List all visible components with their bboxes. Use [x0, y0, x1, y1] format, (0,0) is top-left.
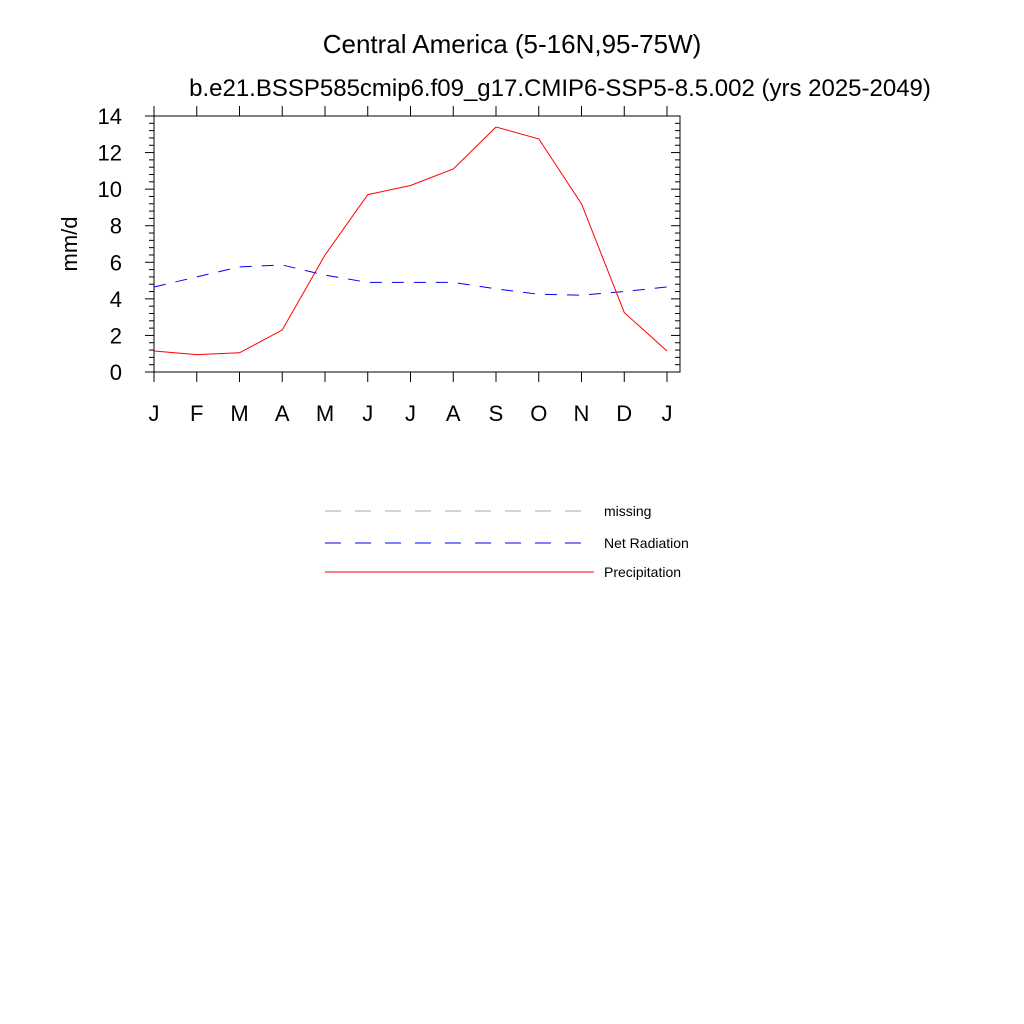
x-tick-label: D	[616, 401, 632, 426]
chart-title: Central America (5-16N,95-75W)	[323, 29, 702, 59]
x-tick-label: J	[405, 401, 416, 426]
x-tick-label: S	[489, 401, 504, 426]
series-line-net-radiation	[153, 264, 668, 296]
y-tick-label: 14	[98, 104, 122, 129]
y-tick-label: 4	[110, 287, 122, 312]
legend-label-net-radiation: Net Radiation	[604, 535, 689, 551]
legend-label-precipitation: Precipitation	[604, 564, 681, 580]
x-tick-label: J	[362, 401, 373, 426]
y-axis-label: mm/d	[57, 217, 82, 272]
x-tick-label: M	[316, 401, 334, 426]
x-tick-label: J	[149, 401, 160, 426]
plot-frame	[153, 115, 681, 373]
y-tick-label: 0	[110, 360, 122, 385]
chart-subtitle: b.e21.BSSP585cmip6.f09_g17.CMIP6-SSP5-8.…	[189, 75, 931, 102]
x-tick-label: M	[230, 401, 248, 426]
y-tick-label: 8	[110, 214, 122, 239]
y-tick-label: 10	[98, 177, 122, 202]
x-tick-label: O	[530, 401, 547, 426]
y-tick-label: 2	[110, 323, 122, 348]
series-line-precipitation	[153, 126, 668, 356]
x-tick-label: A	[275, 401, 290, 426]
y-tick-label: 6	[110, 250, 122, 275]
x-tick-label: J	[662, 401, 673, 426]
y-tick-label: 12	[98, 141, 122, 166]
x-tick-label: F	[190, 401, 203, 426]
x-tick-label: A	[446, 401, 461, 426]
plot-area: 0 2 4 6 8 10 12 14 J F M A M J J A S O N D J	[98, 104, 681, 426]
legend: missing Net Radiation Precipitation	[325, 503, 689, 580]
x-tick-label: N	[574, 401, 590, 426]
legend-label-missing: missing	[604, 503, 651, 519]
